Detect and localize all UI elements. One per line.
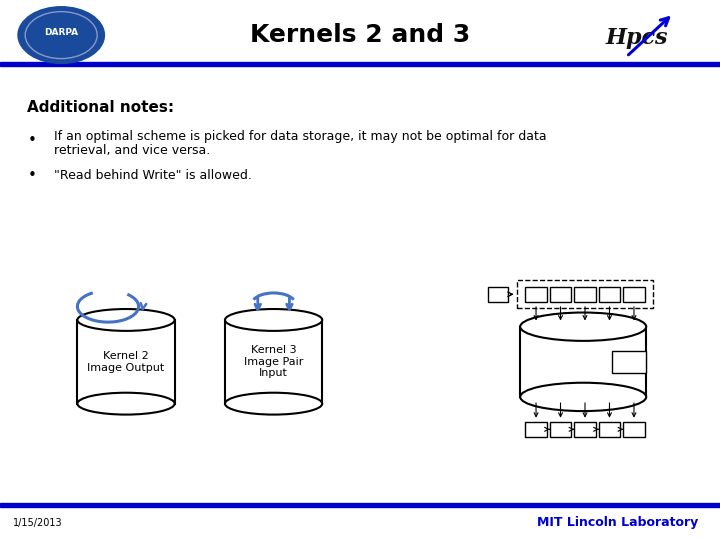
Bar [0,62,720,66]
Ellipse shape [77,309,175,331]
Ellipse shape [521,313,647,341]
Bar [575,287,596,302]
Text: MIT Lincoln Laboratory: MIT Lincoln Laboratory [537,516,698,529]
Bar [599,287,621,302]
Text: retrieval, and vice versa.: retrieval, and vice versa. [54,144,210,157]
Text: •: • [27,133,36,148]
Bar [550,422,572,437]
Bar [526,422,547,437]
Text: •: • [27,168,36,183]
Bar [225,320,323,404]
Ellipse shape [225,393,323,415]
Bar [488,287,508,302]
Text: 1/15/2013: 1/15/2013 [13,518,63,528]
Bar [0,503,720,507]
Ellipse shape [18,6,104,64]
Text: DARPA: DARPA [44,28,78,37]
Text: Kernel 2
Image Output: Kernel 2 Image Output [87,351,165,373]
Text: Additional notes:: Additional notes: [27,100,174,116]
Text: Hpcs: Hpcs [606,27,668,49]
Bar [550,287,572,302]
Text: Kernels 2 and 3: Kernels 2 and 3 [250,23,470,47]
Bar [575,422,596,437]
Ellipse shape [77,393,175,415]
Bar [624,287,645,302]
Bar [78,320,174,404]
Ellipse shape [521,383,647,411]
Bar [624,422,645,437]
Text: "Read behind Write" is allowed.: "Read behind Write" is allowed. [54,169,252,182]
Bar [612,351,647,373]
Bar [599,422,621,437]
Text: If an optimal scheme is picked for data storage, it may not be optimal for data: If an optimal scheme is picked for data … [54,130,546,143]
Bar [521,327,647,397]
Bar [526,287,547,302]
Ellipse shape [225,309,323,331]
Text: Kernel 3
Image Pair
Input: Kernel 3 Image Pair Input [244,345,303,379]
